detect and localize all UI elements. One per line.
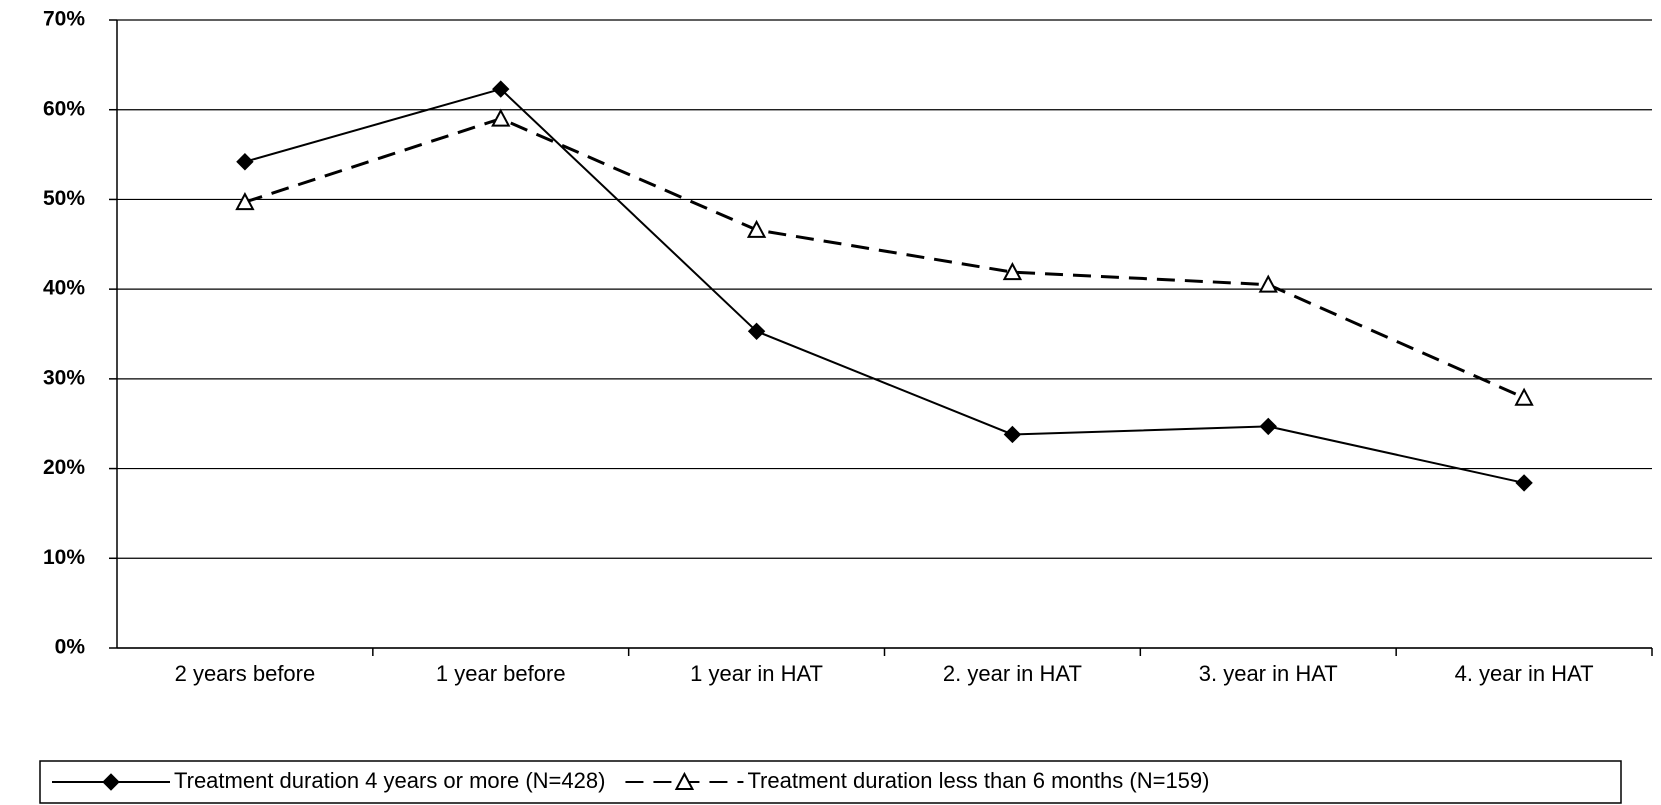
y-tick-label: 50%: [43, 187, 85, 210]
marker: [492, 80, 510, 98]
marker: [1515, 474, 1533, 492]
marker: [674, 771, 695, 790]
y-tick-label: 30%: [43, 366, 85, 389]
legend-label: Treatment duration less than 6 months (N…: [747, 768, 1209, 793]
x-tick-label: 1 year before: [436, 661, 566, 686]
y-tick-label: 10%: [43, 546, 85, 569]
x-tick-label: 2. year in HAT: [943, 661, 1082, 686]
marker: [236, 153, 254, 171]
y-tick-label: 20%: [43, 456, 85, 479]
marker: [1259, 417, 1277, 436]
series-line: [244, 87, 1525, 484]
y-tick-label: 0%: [55, 636, 86, 659]
y-tick-label: 70%: [43, 8, 85, 31]
x-tick-label: 2 years before: [175, 661, 316, 686]
marker: [1002, 261, 1023, 281]
marker: [1003, 425, 1022, 444]
x-tick-label: 4. year in HAT: [1455, 661, 1594, 686]
series-line: [244, 117, 1525, 400]
x-tick-label: 3. year in HAT: [1199, 661, 1338, 686]
legend-label: Treatment duration 4 years or more (N=42…: [174, 768, 605, 793]
marker: [1258, 274, 1278, 293]
marker: [747, 322, 766, 341]
marker: [746, 219, 767, 238]
marker: [491, 108, 511, 127]
legend-box: [39, 760, 1622, 804]
y-tick-label: 40%: [43, 277, 85, 300]
marker: [1514, 387, 1534, 406]
marker: [102, 773, 120, 791]
x-tick-label: 1 year in HAT: [690, 661, 823, 686]
y-tick-label: 60%: [43, 97, 85, 120]
marker: [235, 191, 255, 211]
